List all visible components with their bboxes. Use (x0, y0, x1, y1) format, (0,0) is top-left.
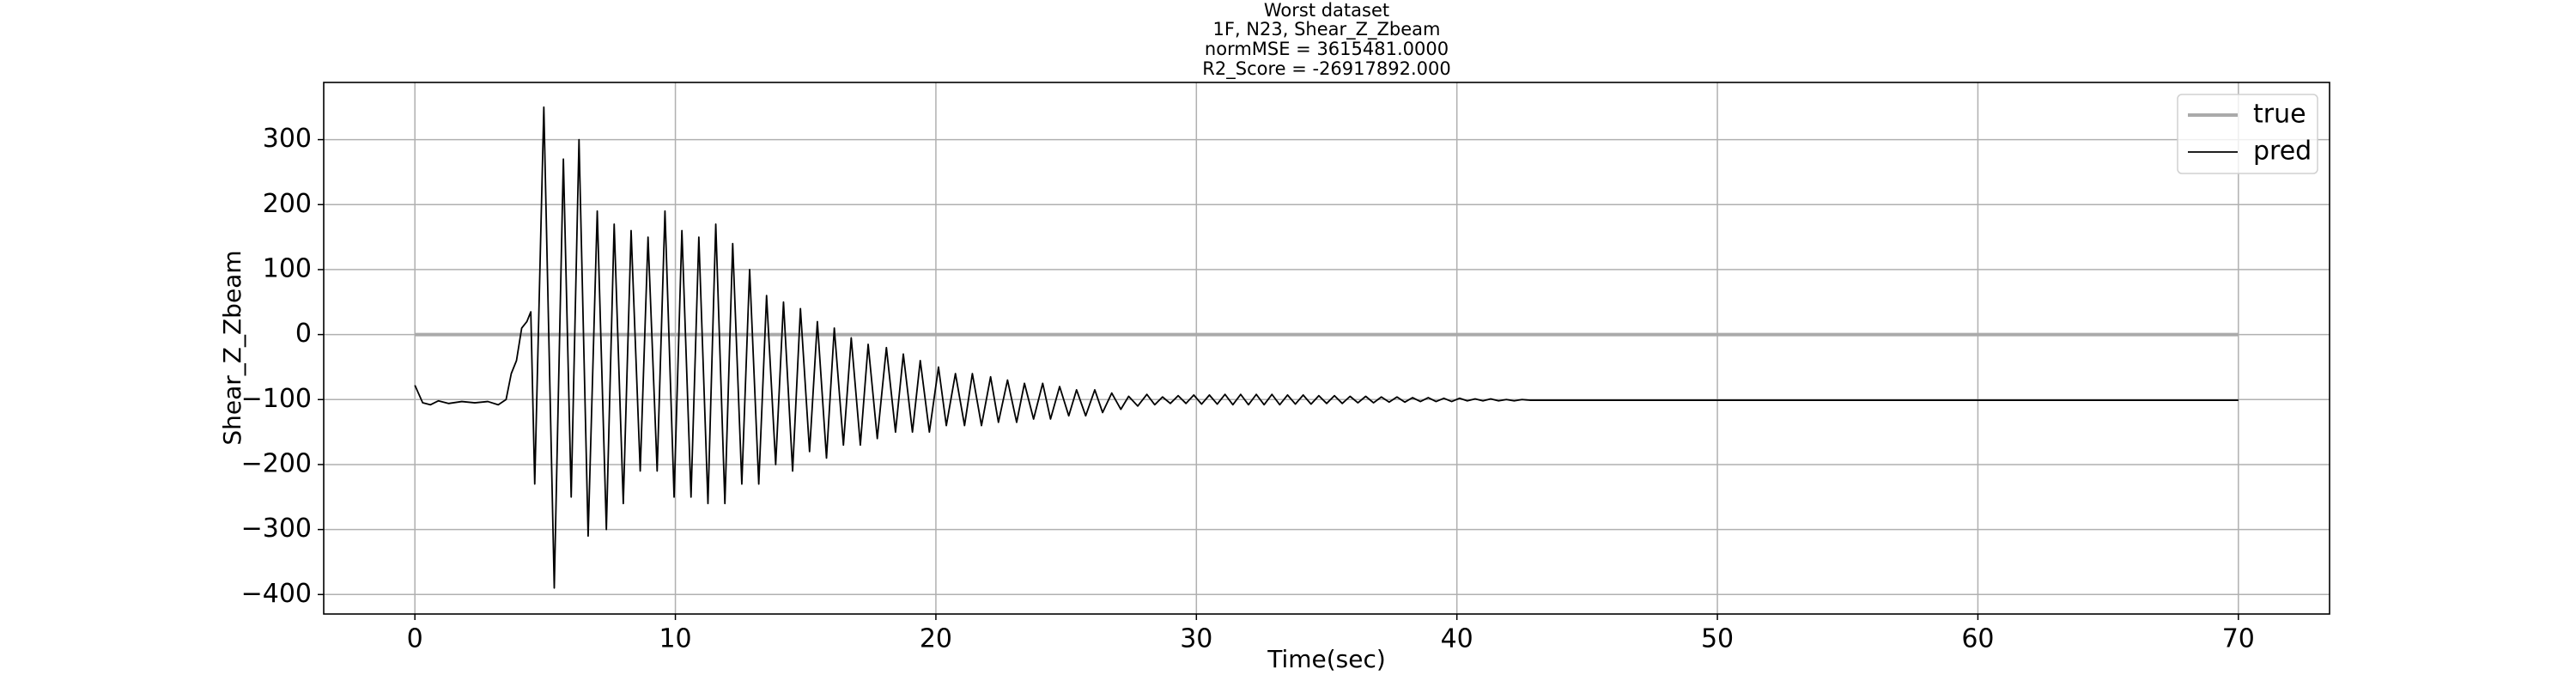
title-line: Worst dataset (1264, 0, 1389, 21)
line-series (414, 106, 2239, 589)
x-tick-label: 70 (2222, 624, 2255, 654)
y-tick-label: 200 (263, 189, 312, 219)
x-tick-label: 0 (407, 624, 423, 654)
legend-label: true (2253, 100, 2306, 130)
y-tick-label: 300 (263, 124, 312, 154)
axes-frame (323, 82, 2330, 615)
x-tick-label: 10 (659, 624, 691, 654)
x-axis-label: Time(sec) (1267, 645, 1386, 673)
x-tick-label: 50 (1701, 624, 1734, 654)
title-line: 1F, N23, Shear_Z_Zbeam (1213, 19, 1441, 40)
legend-label: pred (2253, 137, 2312, 167)
y-tick-label: 100 (263, 253, 312, 283)
x-tick-label: 40 (1441, 624, 1473, 654)
y-tick-label: −200 (241, 448, 312, 478)
x-tick-label: 60 (1961, 624, 1994, 654)
y-tick-label: 0 (295, 319, 312, 349)
y-tick-label: −300 (241, 514, 312, 544)
y-axis-label: Shear_Z_Zbeam (218, 250, 246, 445)
x-tick-label: 20 (920, 624, 952, 654)
title-line: R2_Score = -26917892.000 (1202, 58, 1450, 80)
x-tick-label: 30 (1180, 624, 1212, 654)
y-tick-label: −400 (241, 579, 312, 609)
title-line: normMSE = 3615481.0000 (1205, 39, 1449, 59)
y-tick-label: −100 (241, 384, 312, 414)
